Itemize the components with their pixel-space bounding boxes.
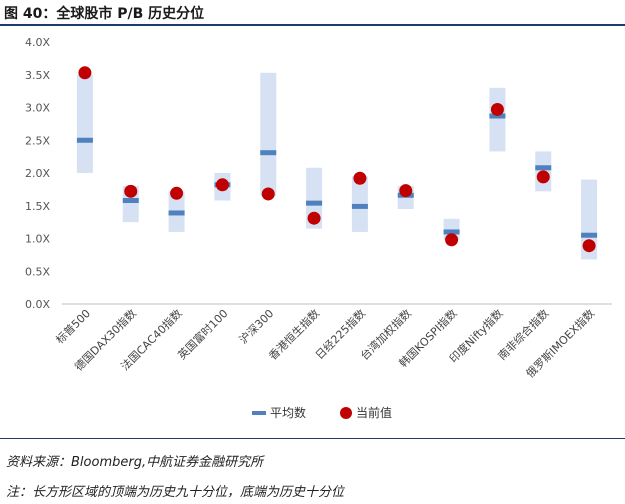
y-tick-label: 0.0X bbox=[25, 298, 50, 311]
y-tick-label: 2.0X bbox=[25, 167, 50, 180]
y-tick-label: 1.5X bbox=[25, 200, 50, 213]
current-marker bbox=[215, 178, 229, 192]
legend-average-swatch bbox=[252, 411, 266, 415]
average-marker bbox=[351, 203, 368, 209]
current-marker bbox=[536, 170, 550, 184]
current-marker bbox=[307, 211, 321, 225]
range-box bbox=[76, 74, 93, 173]
pb-range-chart: 0.0X 0.5X 1.0X 1.5X 2.0X 2.5X 3.0X 3.5X 4.0X 标普5… bbox=[25, 36, 612, 420]
title-bar bbox=[0, 0, 625, 26]
average-marker bbox=[76, 137, 93, 143]
legend-average-label: 平均数 bbox=[270, 405, 306, 420]
current-markers bbox=[78, 66, 596, 253]
y-tick-label: 3.5X bbox=[25, 69, 50, 82]
category-label: 沪深300 bbox=[236, 306, 276, 346]
chart-axes: 0.0X 0.5X 1.0X 1.5X 2.0X 2.5X 3.0X 3.5X 4.0X bbox=[25, 36, 612, 311]
average-marker bbox=[122, 198, 139, 204]
y-tick-label: 3.0X bbox=[25, 102, 50, 115]
average-markers bbox=[76, 113, 598, 238]
average-marker bbox=[581, 232, 598, 238]
average-marker bbox=[306, 200, 323, 206]
y-tick-label: 4.0X bbox=[25, 36, 50, 49]
average-marker bbox=[489, 113, 506, 119]
range-box bbox=[260, 72, 277, 196]
current-marker bbox=[490, 102, 504, 116]
range-box bbox=[489, 87, 506, 152]
current-marker bbox=[399, 184, 413, 198]
current-marker bbox=[261, 187, 275, 201]
legend-current-swatch bbox=[340, 407, 352, 419]
current-marker bbox=[445, 233, 459, 247]
current-marker bbox=[353, 171, 367, 185]
y-tick-label: 2.5X bbox=[25, 134, 50, 147]
current-marker bbox=[170, 186, 184, 200]
figure-title: 图 40：全球股市 P/B 历史分位 bbox=[4, 6, 205, 22]
average-marker bbox=[443, 229, 460, 235]
source-text: 资料来源：Bloomberg,中航证券金融研究所 bbox=[6, 455, 264, 470]
current-marker bbox=[582, 239, 596, 253]
average-marker bbox=[535, 165, 552, 171]
y-tick-label: 1.0X bbox=[25, 233, 50, 246]
category-label: 标普500 bbox=[53, 306, 93, 346]
average-marker bbox=[260, 150, 277, 156]
current-marker bbox=[124, 184, 138, 198]
range-boxes bbox=[76, 72, 598, 260]
y-tick-label: 0.5X bbox=[25, 265, 50, 278]
note-text: 注：长方形区域的顶端为历史九十分位，底端为历史十分位 bbox=[6, 485, 345, 500]
average-marker bbox=[168, 210, 185, 216]
range-box bbox=[581, 179, 598, 260]
current-marker bbox=[78, 66, 92, 80]
legend-current-label: 当前值 bbox=[356, 405, 392, 420]
legend: 平均数 当前值 bbox=[252, 405, 392, 420]
source-divider bbox=[0, 438, 625, 439]
range-box bbox=[443, 218, 460, 240]
